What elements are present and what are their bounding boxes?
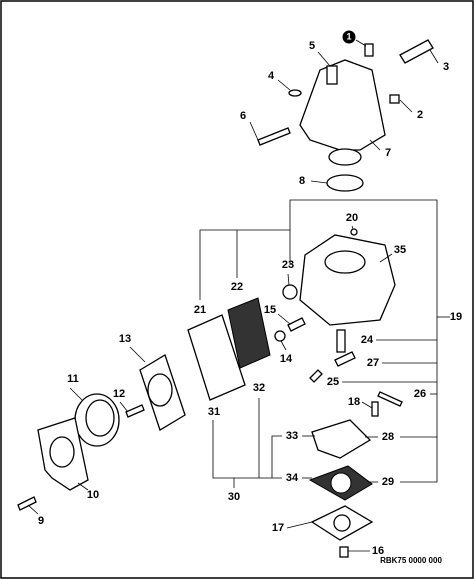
part-stem (328, 148, 362, 166)
part-bore (324, 250, 366, 274)
callout: 21 (194, 304, 206, 316)
part-20 (350, 228, 358, 236)
part-18 (371, 401, 379, 417)
callout: 6 (240, 110, 246, 122)
leader (277, 79, 291, 91)
part-15 (287, 317, 306, 332)
part-gasket-21 (187, 314, 246, 401)
callout: 2 (417, 109, 423, 121)
part-screw-16 (339, 546, 349, 558)
callout: 28 (382, 431, 394, 443)
part-27 (334, 351, 356, 367)
leader (351, 225, 354, 230)
part-gasket-28 (311, 419, 372, 459)
callout: 3 (443, 61, 449, 73)
part-screw-6 (257, 127, 291, 146)
part-23 (282, 284, 298, 300)
leader (355, 39, 367, 47)
callout: 29 (382, 476, 394, 488)
part-screw-2 (389, 94, 400, 104)
callout: 22 (231, 281, 243, 293)
part-25 (309, 369, 323, 383)
part-housing (299, 59, 386, 151)
leader (287, 273, 290, 286)
callout: 13 (119, 333, 131, 345)
part-oring-8 (326, 174, 364, 192)
leader (361, 401, 373, 409)
part-gasket-22 (227, 297, 271, 369)
callout: 33 (286, 430, 298, 442)
leader (27, 504, 39, 515)
callout: 18 (348, 396, 360, 408)
leader (369, 139, 381, 151)
part-bulb-inner (85, 399, 115, 437)
callout: 32 (253, 382, 265, 394)
leader (399, 99, 413, 113)
part-pin-3 (399, 39, 434, 64)
leader (280, 340, 287, 351)
callout: 5 (309, 40, 315, 52)
leader (129, 346, 146, 363)
callout: 24 (361, 334, 374, 346)
callout: 27 (367, 357, 379, 369)
leader (69, 387, 83, 401)
callout-badge (342, 30, 356, 44)
part-cover-center (333, 514, 351, 532)
part-14 (274, 330, 286, 342)
leader (277, 313, 291, 325)
callout: 8 (299, 175, 305, 187)
callout: 34 (286, 472, 299, 484)
callout: 30 (228, 491, 240, 503)
reference-code: RBK75 0000 000 (380, 556, 442, 565)
callout: 17 (272, 522, 284, 534)
callout: 14 (280, 353, 293, 365)
callout: 35 (394, 244, 406, 256)
leader (286, 521, 313, 529)
callout: 20 (346, 212, 358, 224)
leader (271, 435, 282, 478)
part-screw-12 (125, 404, 145, 418)
callout: 19 (450, 311, 462, 323)
callout: 10 (87, 489, 99, 501)
part-26 (377, 391, 403, 407)
part-screw-1 (364, 43, 374, 57)
part-bracket-hole (49, 436, 75, 468)
leader (429, 49, 439, 64)
leader (119, 401, 129, 413)
callout: 12 (113, 388, 125, 400)
callout: 9 (38, 515, 44, 527)
part-spring-24 (336, 329, 346, 353)
callout: 16 (372, 545, 384, 557)
callout: 31 (208, 406, 220, 418)
callout: 26 (414, 388, 426, 400)
callout: 25 (327, 376, 339, 388)
callout: 1 (346, 31, 351, 41)
bracket-21 (199, 229, 290, 300)
part-washer-4 (288, 89, 302, 97)
bracket-19 (289, 199, 438, 438)
callout: 23 (282, 259, 294, 271)
part-screw-5 (326, 65, 338, 85)
part-diaphragm-center (330, 472, 352, 494)
leader (379, 253, 393, 263)
part-screw-9 (17, 496, 37, 511)
parts (17, 39, 434, 558)
callout: 7 (385, 147, 391, 159)
callout: 11 (67, 373, 79, 385)
callout: 4 (268, 70, 275, 82)
leader (77, 482, 89, 491)
leader-lines (27, 39, 450, 552)
callout: 15 (264, 304, 276, 316)
part-cover-ring (147, 373, 173, 407)
leader (310, 180, 328, 184)
leader (249, 121, 259, 141)
part-body (299, 234, 396, 326)
leader (317, 51, 331, 67)
leader (400, 437, 438, 483)
